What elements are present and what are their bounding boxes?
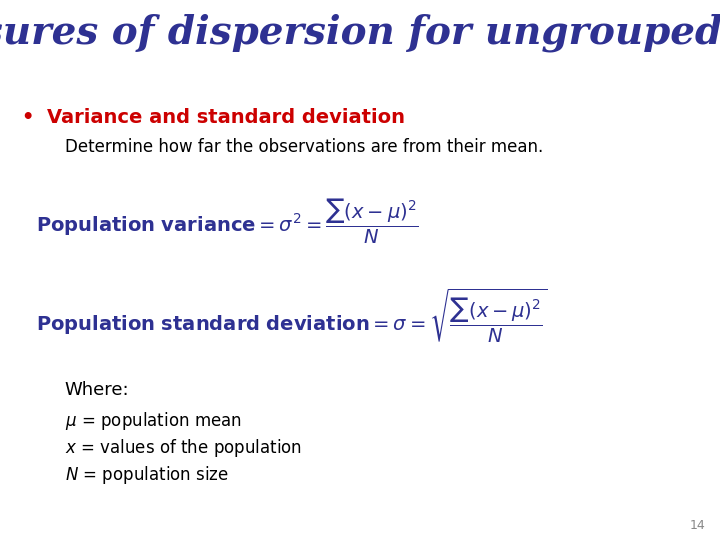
Text: Where:: Where: bbox=[65, 381, 130, 399]
Text: •: • bbox=[22, 108, 34, 127]
Text: Determine how far the observations are from their mean.: Determine how far the observations are f… bbox=[65, 138, 543, 156]
Text: $\mathbf{Population\ variance} = \sigma^2 = \dfrac{\sum(x-\mu)^2}{N}$: $\mathbf{Population\ variance} = \sigma^… bbox=[36, 197, 418, 246]
Text: $\mu$ = population mean: $\mu$ = population mean bbox=[65, 410, 242, 433]
Text: 14: 14 bbox=[690, 519, 706, 532]
Text: Measures of dispersion for ungrouped data: Measures of dispersion for ungrouped dat… bbox=[0, 14, 720, 52]
Text: Variance and standard deviation: Variance and standard deviation bbox=[47, 108, 405, 127]
Text: $N$ = population size: $N$ = population size bbox=[65, 464, 229, 487]
Text: $x$ = values of the population: $x$ = values of the population bbox=[65, 437, 302, 460]
Text: $\mathbf{Population\ standard\ deviation} = \sigma = \sqrt{\dfrac{\sum(x-\mu)^2}: $\mathbf{Population\ standard\ deviation… bbox=[36, 286, 548, 345]
